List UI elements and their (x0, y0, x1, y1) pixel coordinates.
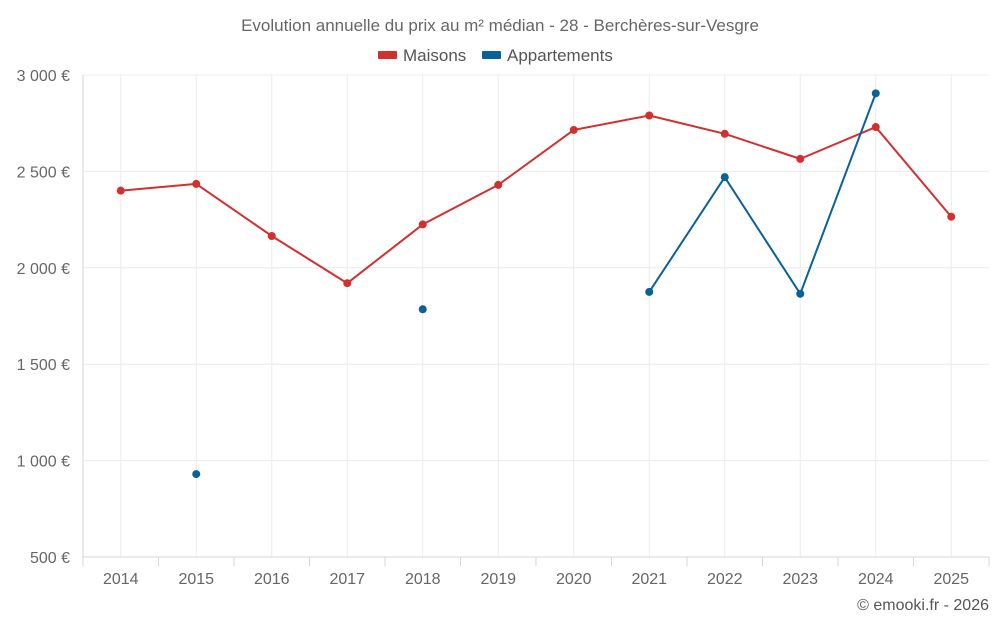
y-tick-label: 2 000 € (17, 261, 70, 278)
x-tick-label: 2025 (933, 571, 969, 588)
data-point-maisons[interactable] (343, 279, 352, 288)
x-tick-label: 2014 (103, 571, 139, 588)
data-point-appartements[interactable] (645, 287, 654, 296)
x-tick-label: 2016 (254, 571, 290, 588)
legend-swatch-appartements (482, 51, 501, 59)
x-tick-label: 2022 (707, 571, 743, 588)
y-tick-label: 3 000 € (17, 68, 70, 85)
x-tick-label: 2024 (858, 571, 894, 588)
legend-item-appartements[interactable]: Appartements (482, 46, 613, 65)
series-appartements (192, 89, 880, 479)
x-tick-label: 2015 (178, 571, 214, 588)
data-point-appartements[interactable] (720, 173, 729, 182)
x-tick-label: 2018 (405, 571, 441, 588)
legend-label-appartements: Appartements (507, 46, 613, 65)
x-tick-label: 2021 (631, 571, 667, 588)
data-point-maisons[interactable] (267, 231, 276, 240)
y-tick-label: 500 € (30, 550, 70, 567)
legend-item-maisons[interactable]: Maisons (378, 46, 466, 65)
grid-layer (83, 74, 989, 557)
series-line-maisons (120, 114, 953, 285)
credit-text: © emooki.fr - 2026 (857, 597, 989, 614)
series-maisons (116, 111, 956, 288)
data-point-appartements[interactable] (418, 305, 427, 314)
x-tick-label: 2020 (556, 571, 592, 588)
y-tick-label: 1 000 € (17, 454, 70, 471)
x-tick-label: 2023 (782, 571, 818, 588)
legend-label-maisons: Maisons (403, 46, 466, 65)
legend-swatch-maisons (378, 51, 397, 59)
y-tick-label: 1 500 € (17, 357, 70, 374)
chart-legend: Maisons Appartements (378, 46, 613, 65)
x-tick-label: 2017 (329, 571, 365, 588)
series-line-appartements (648, 92, 877, 295)
data-point-maisons[interactable] (645, 111, 654, 120)
x-tick-label: 2019 (480, 571, 516, 588)
data-point-maisons[interactable] (116, 186, 125, 195)
data-point-appartements[interactable] (796, 289, 805, 298)
data-point-maisons[interactable] (871, 123, 880, 132)
chart-title: Evolution annuelle du prix au m² médian … (241, 16, 759, 35)
data-point-appartements[interactable] (192, 470, 201, 479)
data-point-maisons[interactable] (569, 125, 578, 134)
data-point-maisons[interactable] (720, 129, 729, 138)
data-point-maisons[interactable] (418, 220, 427, 229)
data-point-maisons[interactable] (494, 180, 503, 189)
series-layer (116, 89, 956, 479)
data-point-maisons[interactable] (796, 154, 805, 163)
axis-layer: 500 € 1 000 € 1 500 € 2 000 € 2 500 € 3 000 €… (17, 68, 990, 588)
data-point-maisons[interactable] (947, 212, 956, 221)
data-point-maisons[interactable] (192, 179, 201, 188)
data-point-appartements[interactable] (871, 89, 880, 98)
y-tick-label: 2 500 € (17, 164, 70, 181)
